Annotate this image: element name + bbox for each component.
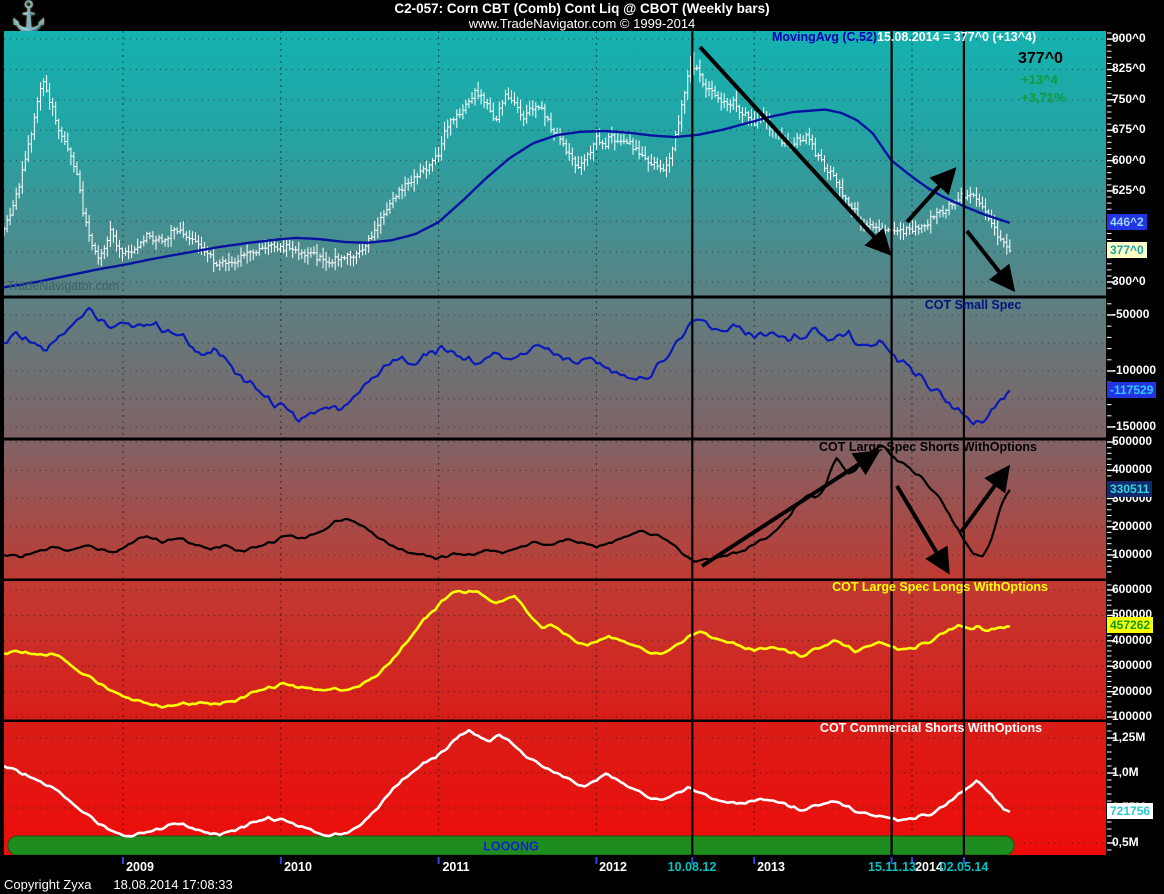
chart-background <box>4 31 1106 856</box>
chart-title: C2-057: Corn CBT (Comb) Cont Liq @ CBOT … <box>394 1 770 16</box>
panel-separator <box>3 578 1107 581</box>
cot_small_spec-line <box>4 306 1011 426</box>
trend-arrow <box>698 45 892 256</box>
long-signal-label: LOOONG <box>483 840 539 854</box>
chart-subtitle: www.TradeNavigator.com © 1999-2014 <box>468 16 696 31</box>
cot_large_spec_shorts-line <box>4 444 1011 563</box>
cot_large_spec_longs-line <box>4 589 1010 709</box>
cot_commercial_shorts-line <box>4 728 1011 838</box>
status-bar: Copyright Zyxa 18.08.2014 17:08:33 <box>4 877 255 892</box>
trend-arrow <box>700 450 881 568</box>
trend-arrow <box>965 229 1016 293</box>
gold-anchor-logo-icon: ⚓ <box>10 1 48 34</box>
panel-separator <box>3 295 1107 299</box>
trend-arrow <box>959 464 1011 534</box>
copyright-text: Copyright Zyxa <box>4 877 92 892</box>
panel-separator <box>3 719 1107 722</box>
panel-separator <box>3 855 1107 858</box>
panel-separator <box>3 437 1107 441</box>
price-line <box>4 108 1011 289</box>
trend-arrow <box>895 484 950 575</box>
trend-arrow <box>905 167 957 224</box>
timestamp-text: 18.08.2014 17:08:33 <box>113 877 233 892</box>
